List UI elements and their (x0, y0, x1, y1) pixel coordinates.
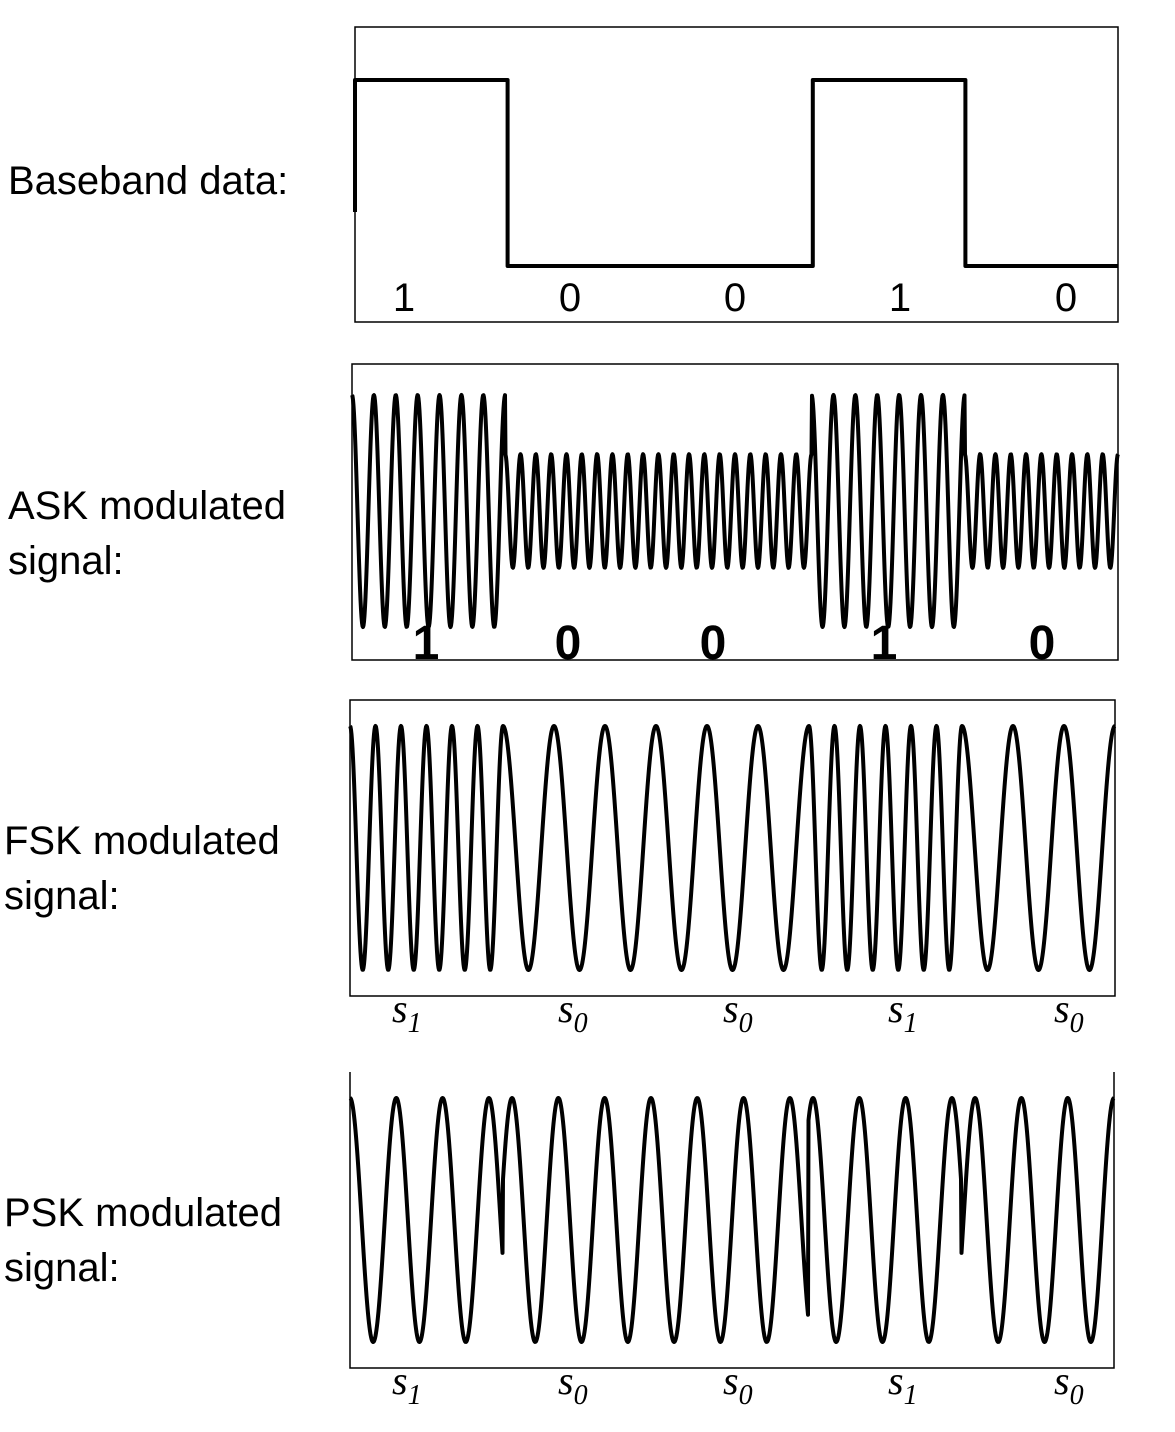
symbol-subscript: 0 (574, 1380, 588, 1411)
waveform (348, 1096, 1116, 1344)
symbol-label: s0 (1054, 1358, 1084, 1411)
symbol-label: s1 (392, 986, 422, 1039)
panel-label: ASK modulated (8, 484, 286, 528)
symbol-label: s0 (1054, 986, 1084, 1039)
symbol-label: s1 (888, 1358, 918, 1411)
bit-label: 1 (871, 617, 898, 670)
symbol-base: s (558, 1358, 574, 1403)
frame (349, 1072, 1115, 1369)
symbol-base: s (392, 1358, 408, 1403)
bit-label: 1 (393, 276, 415, 320)
symbol-subscript: 1 (408, 1380, 422, 1411)
symbol-subscript: 0 (1070, 1380, 1084, 1411)
symbol-subscript: 0 (739, 1380, 753, 1411)
symbol-subscript: 1 (904, 1008, 918, 1039)
panel-label: signal: (4, 874, 120, 918)
bit-label: 0 (555, 617, 582, 670)
symbol-base: s (888, 986, 904, 1031)
symbol-label: s1 (888, 986, 918, 1039)
symbol-base: s (1054, 1358, 1070, 1403)
frame (351, 363, 1119, 661)
symbol-base: s (888, 1358, 904, 1403)
symbol-base: s (1054, 986, 1070, 1031)
panel-label: PSK modulated (4, 1191, 282, 1235)
frame (349, 699, 1116, 997)
symbol-subscript: 1 (408, 1008, 422, 1039)
bit-label: 0 (1029, 617, 1056, 670)
panel-label: signal: (8, 539, 124, 583)
bit-label: 0 (700, 617, 727, 670)
bit-label: 1 (413, 617, 440, 670)
bit-label: 1 (889, 276, 911, 320)
panel-label: Baseband data: (8, 159, 288, 203)
symbol-label: s1 (392, 1358, 422, 1411)
bit-label: 0 (559, 276, 581, 320)
symbol-subscript: 0 (574, 1008, 588, 1039)
bit-label: 0 (1055, 276, 1077, 320)
waveform (350, 393, 1120, 629)
waveform (353, 78, 1118, 268)
symbol-label: s0 (723, 986, 753, 1039)
symbol-subscript: 0 (739, 1008, 753, 1039)
symbol-base: s (392, 986, 408, 1031)
symbol-base: s (723, 986, 739, 1031)
symbol-subscript: 1 (904, 1380, 918, 1411)
symbol-subscript: 0 (1070, 1008, 1084, 1039)
symbol-label: s0 (558, 1358, 588, 1411)
panel-label: FSK modulated (4, 819, 280, 863)
symbol-label: s0 (723, 1358, 753, 1411)
symbol-base: s (723, 1358, 739, 1403)
waveform (348, 724, 1117, 972)
panel-label: signal: (4, 1246, 120, 1290)
symbol-label: s0 (558, 986, 588, 1039)
bit-label: 0 (724, 276, 746, 320)
symbol-base: s (558, 986, 574, 1031)
